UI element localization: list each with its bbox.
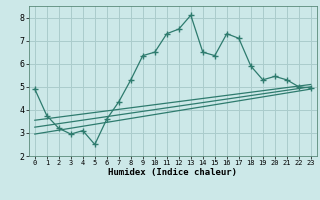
X-axis label: Humidex (Indice chaleur): Humidex (Indice chaleur)	[108, 168, 237, 177]
